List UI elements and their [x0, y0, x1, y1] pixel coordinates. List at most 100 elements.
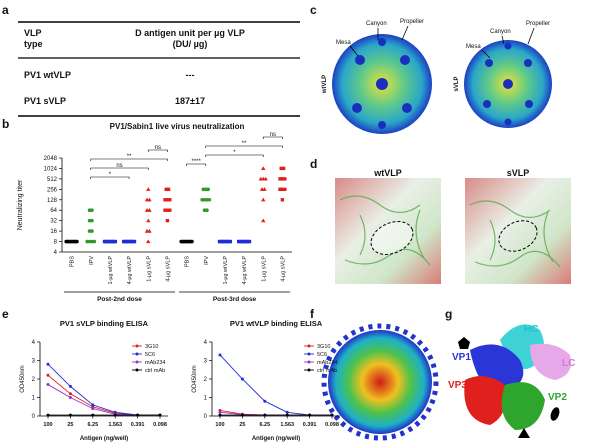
- data-point: [280, 198, 285, 202]
- fab-complex: [321, 323, 439, 441]
- table-header: VLP type: [24, 28, 43, 49]
- y-axis-label: Neutralizing titer: [17, 179, 24, 230]
- significance-label: **: [127, 154, 132, 160]
- data-point: [68, 413, 72, 417]
- data-point: [262, 187, 267, 191]
- data-point: [330, 413, 334, 417]
- data-point: [90, 218, 94, 223]
- data-point: [240, 413, 244, 417]
- legend-label: ctrl mAb: [145, 368, 165, 374]
- x-tick-label: 25: [239, 422, 245, 428]
- annotation: Mesa: [336, 40, 351, 46]
- comparison-bracket: [90, 167, 149, 170]
- legend-swatch: [135, 360, 139, 364]
- significance-label: ****: [191, 159, 201, 165]
- group-label: Post-2nd dose: [97, 296, 142, 303]
- legend-label: 3G10: [317, 344, 330, 350]
- pocket-outline: [498, 220, 538, 252]
- data-point: [283, 177, 287, 181]
- map-title: wtVLP: [373, 168, 402, 178]
- x-tick-label: 1-µg wtVLP: [223, 256, 229, 285]
- table-cell: PV1 wtVLP: [24, 70, 71, 80]
- fab-spikes: [321, 323, 439, 441]
- y-tick-label: 0: [204, 414, 208, 420]
- data-point: [261, 166, 266, 171]
- data-point: [278, 177, 282, 181]
- x-tick-label: 1-µg sVLP: [146, 256, 152, 282]
- y-tick-label: 2: [204, 377, 208, 383]
- data-point: [207, 197, 212, 202]
- x-axis-label: Antigen (ng/well): [80, 436, 128, 442]
- y-tick-label: 3: [32, 359, 36, 365]
- data-point: [263, 413, 267, 417]
- map-ribbons: [339, 195, 561, 268]
- data-point: [166, 187, 171, 192]
- fivefold-symbol: [458, 337, 470, 349]
- data-point: [283, 187, 287, 192]
- comparison-bracket: [147, 149, 168, 152]
- structure-name: sVLP: [454, 76, 460, 91]
- data-point: [247, 239, 252, 244]
- data-point: [165, 218, 170, 223]
- data-point: [68, 384, 72, 388]
- data-point: [285, 413, 289, 417]
- data-point: [206, 187, 210, 192]
- y-tick-label: 1024: [44, 166, 58, 172]
- data-point: [113, 239, 118, 244]
- data-point: [158, 413, 162, 417]
- data-point: [281, 166, 286, 171]
- x-tick-label: 1.563: [280, 422, 294, 428]
- data-point: [90, 229, 94, 233]
- y-tick-label: 32: [50, 219, 57, 225]
- data-point: [261, 218, 266, 223]
- y-axis-label: OD450nm: [192, 365, 198, 392]
- comparison-bracket: [90, 158, 168, 161]
- data-point: [240, 377, 244, 381]
- significance-label: *: [233, 150, 236, 156]
- legend-label: 5C6: [317, 352, 327, 358]
- chain-label: VP1: [452, 352, 471, 363]
- data-point: [132, 239, 137, 244]
- significance-label: ns: [155, 145, 161, 151]
- data-point: [279, 166, 283, 171]
- data-point: [308, 413, 312, 417]
- data-point: [75, 239, 79, 244]
- data-point: [228, 239, 233, 244]
- chart-title: PV1 wtVLP binding ELISA: [230, 319, 323, 328]
- data-point: [285, 410, 289, 414]
- header-line: D antigen unit per µg VLP: [135, 28, 245, 38]
- significance-label: ns: [270, 132, 276, 138]
- data-point: [46, 413, 50, 417]
- data-point: [146, 239, 151, 244]
- data-point: [92, 239, 97, 244]
- x-tick-label: 100: [43, 422, 52, 428]
- x-tick-label: 1-µg sVLP: [261, 256, 267, 282]
- panel-label: a: [2, 3, 9, 17]
- chain-label: HC: [524, 324, 538, 335]
- data-point: [46, 373, 50, 377]
- x-tick-label: 1.563: [108, 422, 122, 428]
- y-tick-label: 4: [32, 340, 36, 346]
- data-point: [263, 176, 268, 181]
- chain-label: LC: [562, 358, 575, 369]
- data-point: [168, 198, 172, 202]
- legend-label: mAb234: [145, 360, 166, 366]
- x-tick-label: 6.25: [259, 422, 270, 428]
- data-point: [218, 413, 222, 417]
- y-tick-label: 128: [47, 198, 58, 204]
- vp3-region: [464, 376, 506, 425]
- y-tick-label: 0: [32, 414, 36, 420]
- data-point: [165, 198, 170, 202]
- x-tick-label: 0.098: [325, 422, 339, 428]
- data-point: [68, 392, 72, 396]
- y-tick-label: 4: [204, 340, 208, 346]
- threefold-symbol: [518, 428, 530, 438]
- lc-region: [530, 343, 571, 380]
- series-line: [219, 354, 332, 416]
- pocket-outline: [370, 221, 414, 255]
- twofold-symbol: [550, 407, 560, 421]
- data-point: [46, 383, 50, 387]
- map-title: sVLP: [507, 168, 530, 178]
- data-point: [164, 187, 168, 192]
- data-point: [147, 208, 152, 212]
